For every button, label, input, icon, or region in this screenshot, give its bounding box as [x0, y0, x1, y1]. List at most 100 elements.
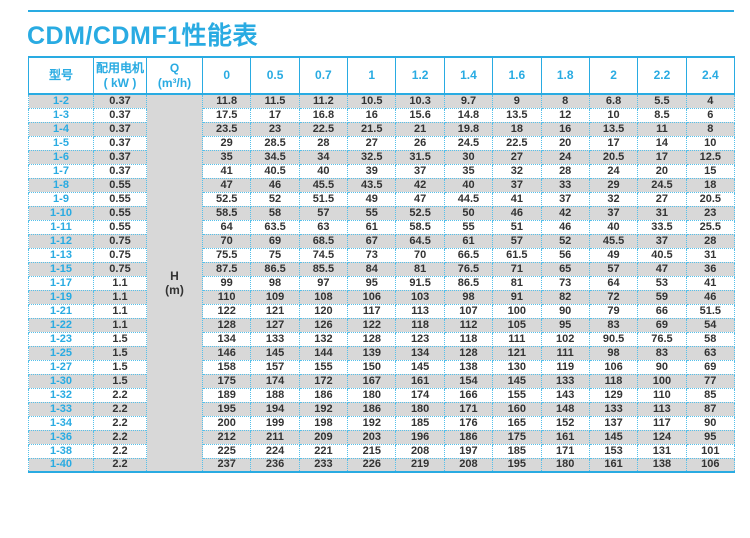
head-value-cell: 16.8	[298, 107, 349, 123]
head-value-cell: 40	[298, 163, 349, 179]
head-value-cell: 21.5	[347, 121, 397, 137]
head-value-cell: 128	[347, 331, 397, 347]
head-value-cell: 236	[250, 457, 300, 473]
head-value-cell: 28	[540, 163, 590, 179]
head-value-cell: 61	[347, 219, 397, 235]
model-cell: 1-2	[28, 93, 94, 109]
motor-kw-cell: 1.1	[93, 275, 147, 291]
head-value-cell: 61.5	[492, 247, 542, 263]
head-value-cell: 134	[201, 331, 252, 347]
model-cell: 1-7	[28, 163, 94, 179]
model-cell: 1-36	[28, 429, 94, 445]
head-value-cell: 31	[637, 205, 687, 221]
head-value-cell: 52	[540, 233, 590, 249]
head-value-cell: 69	[250, 233, 300, 249]
model-cell: 1-30	[28, 373, 94, 389]
head-value-cell: 146	[201, 345, 252, 361]
head-value-cell: 165	[492, 415, 542, 431]
head-value-cell: 66	[637, 303, 687, 319]
head-value-cell: 111	[540, 345, 590, 361]
head-value-cell: 117	[637, 415, 687, 431]
table-row: 1-7 0.37 41 40.5 40 39 37 35 32 28 24 20 15	[28, 163, 736, 179]
model-cell: 1-27	[28, 359, 94, 375]
page-title: CDM/CDMF1性能表	[27, 22, 258, 50]
head-value-cell: 55	[443, 219, 494, 235]
table-row: 1-36 2.2 212 211 209 203 196 186 175 161 145 124 95	[28, 429, 736, 445]
head-value-cell: 186	[347, 401, 397, 417]
head-value-cell: 12.5	[685, 149, 736, 165]
head-value-cell: 46	[685, 289, 736, 305]
head-value-cell: 67	[347, 233, 397, 249]
motor-kw-cell: 2.2	[93, 457, 147, 473]
table-row: 1-19 1.1 110 109 108 106 103 98 91 82 72 59 46	[28, 289, 736, 305]
head-value-cell: 111	[492, 331, 542, 347]
head-value-cell: 29	[588, 177, 639, 193]
table-row: 1-38 2.2 225 224 221 215 208 197 185 171 153 131 101	[28, 443, 736, 459]
head-value-cell: 86.5	[250, 261, 300, 277]
head-value-cell: 195	[201, 401, 252, 417]
head-value-cell: 95	[540, 317, 590, 333]
head-value-cell: 84	[347, 261, 397, 277]
head-value-cell: 37	[540, 191, 590, 207]
head-value-cell: 123	[395, 331, 445, 347]
head-value-cell: 35	[201, 149, 252, 165]
head-value-cell: 186	[298, 387, 349, 403]
head-value-cell: 117	[347, 303, 397, 319]
head-value-cell: 32	[492, 163, 542, 179]
head-value-cell: 76.5	[637, 331, 687, 347]
head-value-cell: 75	[250, 247, 300, 263]
table-row: 1-13 0.75 75.5 75 74.5 73 70 66.5 61.5 56 49 40.5 31	[28, 247, 736, 263]
head-value-cell: 17.5	[201, 107, 252, 123]
model-cell: 1-11	[28, 219, 94, 235]
motor-kw-cell: 0.37	[93, 135, 147, 151]
head-value-cell: 8	[540, 93, 590, 109]
head-value-cell: 132	[298, 331, 349, 347]
head-value-cell: 102	[540, 331, 590, 347]
head-value-cell: 51	[492, 219, 542, 235]
head-value-cell: 11	[637, 121, 687, 137]
head-value-cell: 46	[250, 177, 300, 193]
head-value-cell: 199	[250, 415, 300, 431]
header-row: 型号 配用电机 ( kW ) Q (m³/h) 0 0.5 0.7 1 1.2 …	[28, 56, 736, 95]
table-row: 1-40 2.2 237 236 233 226 219 208 195 180 161 138 106	[28, 457, 736, 473]
head-value-cell: 68.5	[298, 233, 349, 249]
head-value-cell: 34	[298, 149, 349, 165]
table-row: 1-8 0.55 47 46 45.5 43.5 42 40 37 33 29 24.5 18	[28, 177, 736, 193]
head-value-cell: 161	[588, 457, 639, 473]
head-value-cell: 226	[347, 457, 397, 473]
head-value-cell: 144	[298, 345, 349, 361]
head-value-cell: 185	[492, 443, 542, 459]
head-value-cell: 130	[492, 359, 542, 375]
model-cell: 1-12	[28, 233, 94, 249]
head-value-cell: 174	[250, 373, 300, 389]
head-value-cell: 109	[250, 289, 300, 305]
head-value-cell: 11.5	[250, 93, 300, 109]
head-value-cell: 42	[540, 205, 590, 221]
table-row: 1-22 1.1 128 127 126 122 118 112 105 95 83 69 54	[28, 317, 736, 333]
head-value-cell: 105	[492, 317, 542, 333]
model-cell: 1-21	[28, 303, 94, 319]
motor-kw-cell: 1.5	[93, 331, 147, 347]
head-value-cell: 27	[347, 135, 397, 151]
head-value-cell: 71	[492, 261, 542, 277]
head-value-cell: 17	[250, 107, 300, 123]
motor-kw-cell: 1.1	[93, 317, 147, 333]
head-value-cell: 100	[492, 303, 542, 319]
header-flow-col: 2.2	[637, 56, 687, 95]
head-value-cell: 121	[250, 303, 300, 319]
head-value-cell: 4	[685, 93, 736, 109]
head-value-cell: 69	[637, 317, 687, 333]
head-value-cell: 73	[540, 275, 590, 291]
head-value-cell: 127	[250, 317, 300, 333]
head-value-cell: 64	[201, 219, 252, 235]
head-value-cell: 27	[492, 149, 542, 165]
head-value-cell: 110	[637, 387, 687, 403]
head-value-cell: 128	[443, 345, 494, 361]
head-value-cell: 45.5	[588, 233, 639, 249]
model-cell: 1-38	[28, 443, 94, 459]
table-row: 1-27 1.5 158 157 155 150 145 138 130 119 106 90 69	[28, 359, 736, 375]
head-value-cell: 95	[685, 429, 736, 445]
head-value-cell: 57	[298, 205, 349, 221]
head-value-cell: 83	[588, 317, 639, 333]
